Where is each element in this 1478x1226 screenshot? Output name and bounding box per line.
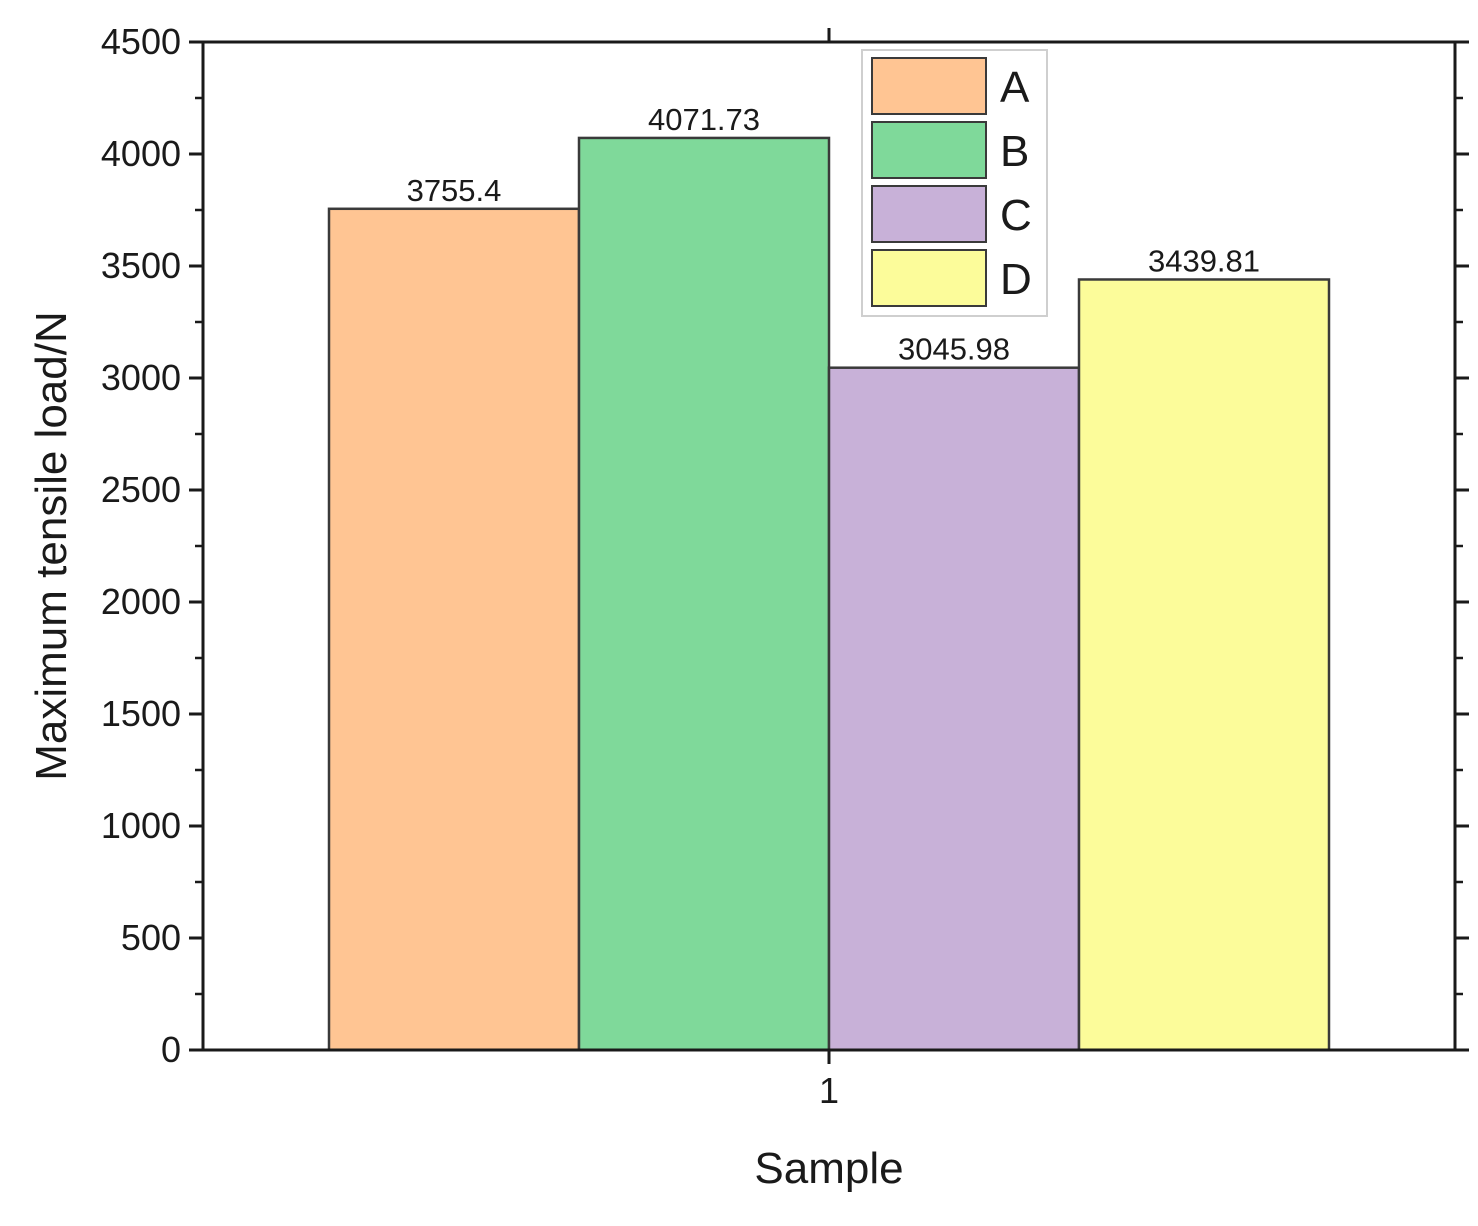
y-tick-label: 0 [161,1029,181,1070]
data-label-a: 3755.4 [407,173,502,208]
y-tick-label: 500 [121,917,181,958]
y-axis: 0 500 1000 1500 2000 2500 3000 3500 4000 4500 [101,21,1469,1070]
y-tick-label: 1000 [101,805,181,846]
legend-swatch-b [871,121,987,179]
y-tick-label: 3000 [101,357,181,398]
y-tick-label: 4000 [101,133,181,174]
legend-label-c: C [1000,191,1032,240]
data-labels-layer: 3755.4 4071.73 3045.98 3439.81 [407,102,1260,367]
x-tick-label: 1 [819,1070,839,1111]
x-axis: 1 [819,28,839,1111]
bar-a [327,207,581,1052]
legend-swatch-d [871,249,987,307]
bar-c [827,366,1081,1052]
legend-label-a: A [1000,63,1030,112]
legend-label-b: B [1000,127,1029,176]
data-label-b: 4071.73 [648,102,760,137]
y-tick-label: 2000 [101,581,181,622]
legend-label-d: D [1000,255,1032,304]
y-axis-title: Maximum tensile load/N [27,311,76,781]
bar-d [1077,278,1331,1052]
y-tick-label: 1500 [101,693,181,734]
bars-layer [327,136,1331,1052]
data-label-c: 3045.98 [898,332,1010,367]
data-label-d: 3439.81 [1148,243,1260,278]
legend-swatch-a [871,57,987,115]
y-tick-label: 4500 [101,21,181,62]
legend-swatch-c [871,185,987,243]
y-tick-label: 2500 [101,469,181,510]
y-tick-label: 3500 [101,245,181,286]
x-axis-title: Sample [754,1144,903,1193]
bar-b [577,136,831,1052]
